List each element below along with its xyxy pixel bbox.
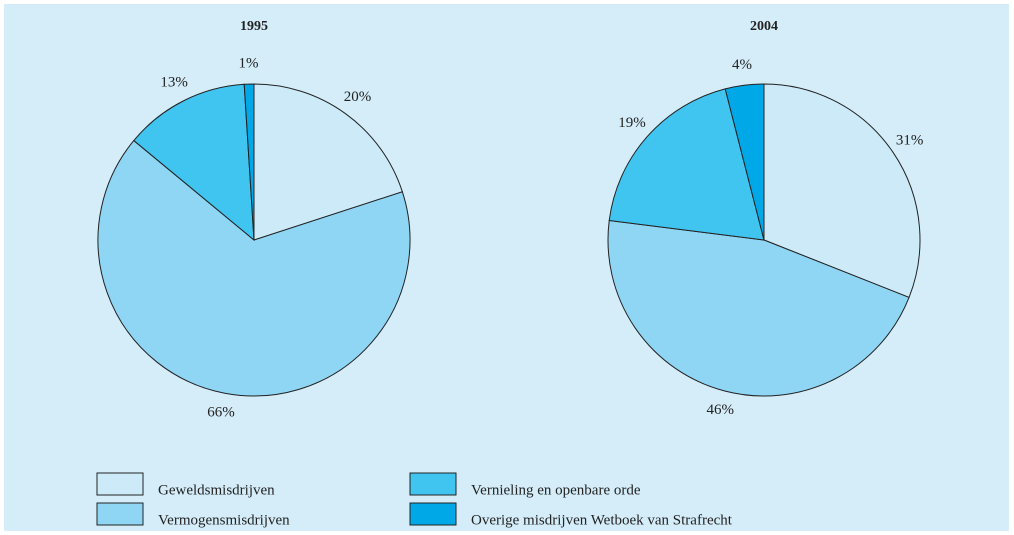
pie-slice: Geweldsmisdrijven <box>763 83 921 299</box>
pie-slice: Vernieling en openbare orde <box>608 88 765 241</box>
data-label: 66% <box>207 404 235 420</box>
legend-label: Vermogensmisdrijven <box>158 512 290 528</box>
data-label: 20% <box>344 89 372 105</box>
data-label: 46% <box>706 402 734 418</box>
pie-slice: Geweldsmisdrijven <box>253 83 403 241</box>
data-label: 19% <box>618 115 646 131</box>
data-label: 31% <box>896 133 924 149</box>
pie-slice: Vermogensmisdrijven <box>97 139 411 397</box>
legend-swatch <box>96 502 144 526</box>
pie-slice: Vermogensmisdrijven <box>607 219 910 397</box>
legend-label: Vernieling en openbare orde <box>471 482 641 498</box>
data-label: 4% <box>732 57 752 73</box>
legend-swatch <box>409 502 457 526</box>
chart-title: 1995 <box>240 19 268 34</box>
pie-slice: Vernieling en openbare orde <box>133 83 255 242</box>
data-label: 13% <box>160 75 188 91</box>
chart-title: 2004 <box>750 19 778 34</box>
legend-label: Geweldsmisdrijven <box>158 482 275 498</box>
data-label: 1% <box>238 56 258 72</box>
legend-swatch <box>96 472 144 496</box>
pie-slice: Overige misdrijven Wetboek van Strafrech… <box>724 83 765 241</box>
pie-slice: Overige misdrijven Wetboek van Strafrech… <box>243 83 255 241</box>
legend-swatch <box>409 472 457 496</box>
legend-label: Overige misdrijven Wetboek van Strafrech… <box>471 512 733 528</box>
